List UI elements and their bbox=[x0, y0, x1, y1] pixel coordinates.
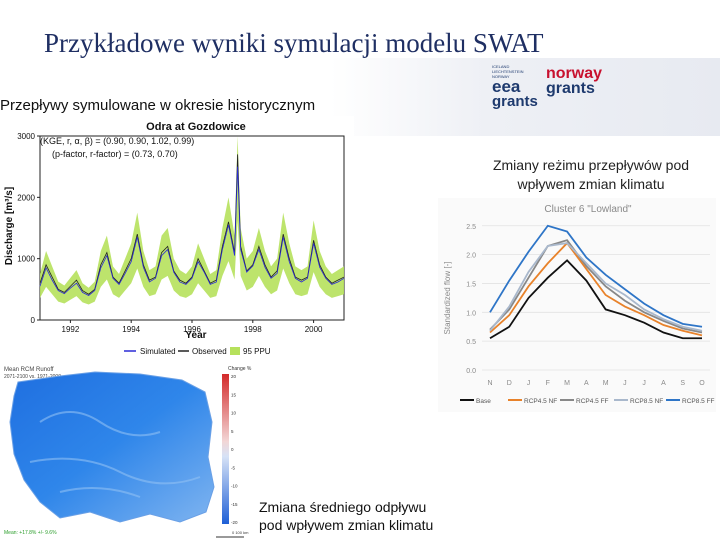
hydrograph-ppu-band bbox=[40, 136, 344, 305]
regime-xtick-label: A bbox=[661, 380, 666, 387]
norway-grants-logo: norway grants bbox=[546, 65, 603, 97]
regime-xtick-label: M bbox=[564, 380, 570, 387]
runoff-map-panel: Mean RCM Runoff 2071-2100 vs. 1971-2000 … bbox=[0, 362, 256, 540]
hydrograph-chart: Odra at Gozdowice 0 1000 2000 3000 1992 1994 1… bbox=[4, 121, 345, 356]
regime-series-line bbox=[489, 242, 703, 332]
regime-ytick-label: 1.5 bbox=[466, 281, 476, 288]
map-legend-tick-label: 0 bbox=[231, 447, 234, 452]
eea-grants-logo: ICELAND LIECHTENSTEIN NORWAY eea grants bbox=[492, 64, 538, 110]
header-band bbox=[330, 58, 720, 136]
map-title-2: 2071-2100 vs. 1971-2000 bbox=[4, 374, 61, 380]
map-legend-tick-label: 15 bbox=[231, 392, 237, 397]
map-legend-tick-label: -15 bbox=[231, 502, 238, 507]
regime-title: Cluster 6 "Lowland" bbox=[544, 204, 632, 215]
regime-xtick-label: J bbox=[642, 380, 646, 387]
regime-series-line bbox=[489, 224, 703, 328]
regime-legend-label: RCP8.5 NF bbox=[630, 398, 663, 405]
regime-series bbox=[489, 224, 703, 340]
hydrograph-annotation-2: (p-factor, r-factor) = (0.73, 0.70) bbox=[52, 149, 178, 159]
slide-title: Przykładowe wyniki symulacji modelu SWAT bbox=[44, 28, 544, 58]
hydrograph-ytick-label: 0 bbox=[31, 316, 36, 325]
hydrograph-ytick-label: 1000 bbox=[17, 255, 35, 264]
map-legend-title: Change % bbox=[228, 366, 252, 372]
regime-legend-label: RCP4.5 NF bbox=[524, 398, 557, 405]
regime-xtick-label: M bbox=[603, 380, 609, 387]
legend-ppu-swatch bbox=[230, 347, 240, 355]
hydrograph-ylabel: Discharge [m³/s] bbox=[4, 187, 15, 265]
regime-xtick-label: N bbox=[487, 380, 492, 387]
map-legend-tick-label: -20 bbox=[231, 520, 238, 525]
regime-legend-label: RCP4.5 FF bbox=[576, 398, 609, 405]
regime-legend-label: Base bbox=[476, 398, 491, 405]
hydrograph-xlabel: Year bbox=[185, 330, 206, 341]
hydrograph-xtick-label: 2000 bbox=[305, 325, 323, 334]
map-title-1: Mean RCM Runoff bbox=[4, 367, 54, 373]
legend-observed: Observed bbox=[192, 347, 227, 356]
regime-panel: Cluster 6 "Lowland" Standardized flow [-… bbox=[438, 198, 716, 412]
runoff-map: Mean RCM Runoff 2071-2100 vs. 1971-2000 … bbox=[4, 366, 252, 538]
map-legend-tick-label: -5 bbox=[231, 465, 235, 470]
hydrograph-title: Odra at Gozdowice bbox=[146, 121, 246, 133]
map-legend-bar bbox=[222, 374, 229, 524]
section-regime-label: Zmiany reżimu przepływów pod wpływem zmi… bbox=[492, 157, 690, 192]
map-legend-tick-label: 10 bbox=[231, 411, 237, 416]
regime-xtick-label: J bbox=[623, 380, 627, 387]
regime-legend: Base RCP4.5 NF RCP4.5 FF RCP8.5 NF RCP8.5 FF bbox=[460, 398, 715, 405]
regime-ytick-label: 1.0 bbox=[466, 310, 476, 317]
regime-series-line bbox=[489, 241, 703, 337]
map-legend-tick-label: -10 bbox=[231, 484, 238, 489]
regime-legend-label: RCP8.5 FF bbox=[682, 398, 715, 405]
regime-axes: 0.0 0.5 1.0 1.5 2.0 2.5 N D J F M A M J J A S O bbox=[466, 224, 710, 387]
hydrograph-observed-line bbox=[39, 154, 345, 295]
regime-ytick-label: 0.5 bbox=[466, 339, 476, 346]
hydrograph-xtick-label: 1992 bbox=[62, 325, 80, 334]
section-historical-label: Przepływy symulowane w okresie historycz… bbox=[0, 97, 316, 114]
hydrograph-simulated-line bbox=[39, 166, 345, 296]
hydrograph-ytick-label: 3000 bbox=[17, 132, 35, 141]
legend-simulated: Simulated bbox=[140, 347, 176, 356]
hydrograph-xtick-label: 1998 bbox=[244, 325, 262, 334]
hydrograph-xtick-label: 1996 bbox=[183, 325, 201, 334]
regime-chart: Cluster 6 "Lowland" Standardized flow [-… bbox=[443, 204, 715, 405]
regime-ylabel: Standardized flow [-] bbox=[443, 262, 452, 335]
legend-ppu: 95 PPU bbox=[243, 347, 271, 356]
hydrograph-annotation-1: (KGE, r, α, β) = (0.90, 0.90, 1.02, 0.99… bbox=[40, 136, 194, 146]
regime-ytick-label: 2.0 bbox=[466, 253, 476, 260]
map-scale-text: 0 100 km bbox=[232, 530, 249, 535]
regime-series-line bbox=[489, 259, 702, 340]
regime-xtick-label: J bbox=[527, 380, 531, 387]
regime-ytick-label: 0.0 bbox=[466, 368, 476, 375]
regime-series-line bbox=[489, 239, 703, 334]
map-legend-tick-label: 20 bbox=[231, 374, 237, 379]
regime-xtick-label: A bbox=[584, 380, 589, 387]
map-legend-ticks: 20 15 10 5 0 -5 -10 -15 -20 bbox=[231, 374, 238, 525]
hydrograph-legend: Simulated Observed 95 PPU bbox=[140, 347, 271, 356]
map-legend-tick-label: 5 bbox=[231, 429, 234, 434]
section-runoff-label: Zmiana średniego odpływu pod wpływem zmi… bbox=[259, 499, 434, 533]
regime-ytick-label: 2.5 bbox=[466, 224, 476, 231]
regime-xtick-label: O bbox=[699, 380, 705, 387]
hydrograph-panel: Odra at Gozdowice 0 1000 2000 3000 1992 1994 1… bbox=[0, 116, 354, 360]
hydrograph-axes: 0 1000 2000 3000 1992 1994 1996 1998 2000 bbox=[17, 132, 345, 334]
poland-map-shape bbox=[9, 371, 215, 523]
map-texture bbox=[29, 411, 201, 498]
regime-xtick-label: F bbox=[546, 380, 550, 387]
map-mean-text: Mean: +17.8% +/- 9.6% bbox=[4, 530, 57, 536]
hydrograph-xtick-label: 1994 bbox=[122, 325, 140, 334]
regime-xtick-label: S bbox=[680, 380, 685, 387]
regime-xtick-label: D bbox=[507, 380, 512, 387]
hydrograph-ytick-label: 2000 bbox=[17, 193, 35, 202]
